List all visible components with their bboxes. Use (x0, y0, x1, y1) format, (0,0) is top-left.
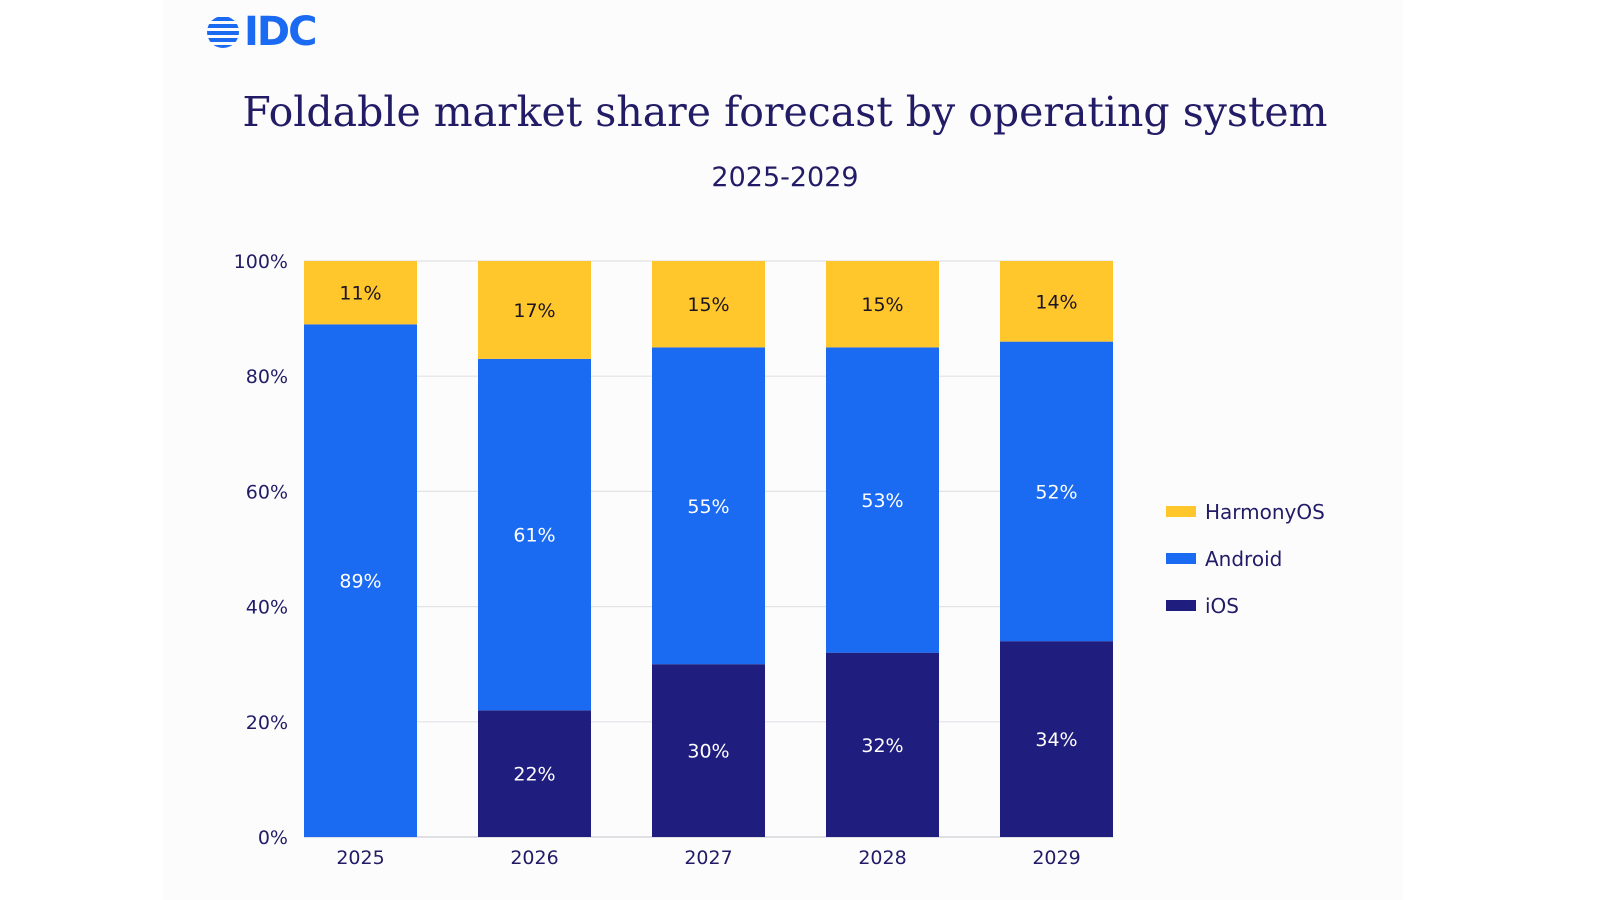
data-label: 55% (687, 496, 729, 518)
bar-segment-harmonyos (826, 261, 939, 348)
data-label: 32% (861, 735, 903, 757)
bar-segment-android (1000, 341, 1113, 642)
data-label: 17% (513, 300, 555, 322)
legend-item-ios: iOS (1166, 594, 1239, 618)
legend-swatch (1166, 553, 1196, 564)
x-tick-label: 2028 (858, 847, 906, 869)
data-label: 61% (513, 525, 555, 547)
legend-label: iOS (1205, 594, 1239, 618)
bar-segment-ios (478, 710, 591, 837)
logo-text: IDC (244, 9, 317, 55)
y-tick-label: 80% (246, 366, 288, 388)
y-tick-label: 0% (258, 827, 288, 849)
data-label: 89% (339, 571, 381, 593)
legend-label: Android (1205, 547, 1282, 571)
idc-logo: IDC (206, 9, 317, 55)
y-tick-label: 20% (246, 712, 288, 734)
bar-segment-harmonyos (304, 261, 417, 325)
data-label: 22% (513, 764, 555, 786)
data-label: 14% (1035, 291, 1077, 313)
bar-segment-ios (652, 664, 765, 837)
y-tick-label: 40% (246, 597, 288, 619)
legend-swatch (1166, 600, 1196, 611)
bar-segment-ios (826, 652, 939, 837)
bar-segment-android (478, 358, 591, 711)
data-label: 34% (1035, 729, 1077, 751)
x-tick-label: 2027 (684, 847, 732, 869)
bar-segment-android (304, 324, 417, 837)
x-tick-label: 2025 (336, 847, 384, 869)
bar-segment-android (652, 347, 765, 665)
legend-swatch (1166, 506, 1196, 517)
globe-stripes-icon (207, 17, 239, 48)
chart-title: Foldable market share forecast by operat… (242, 88, 1328, 136)
data-label: 30% (687, 741, 729, 763)
x-tick-label: 2026 (510, 847, 558, 869)
data-label: 15% (861, 294, 903, 316)
chart-subtitle: 2025-2029 (711, 162, 859, 193)
legend-item-harmonyos: HarmonyOS (1166, 500, 1325, 524)
bar-segment-android (826, 347, 939, 653)
y-tick-label: 60% (246, 481, 288, 503)
bar-segment-harmonyos (652, 261, 765, 348)
bar-segment-harmonyos (1000, 261, 1113, 342)
legend-label: HarmonyOS (1205, 500, 1325, 524)
bar-segment-harmonyos (478, 261, 591, 359)
data-label: 11% (339, 283, 381, 305)
x-tick-label: 2029 (1032, 847, 1080, 869)
data-label: 53% (861, 490, 903, 512)
bar-segment-ios (1000, 641, 1113, 837)
y-tick-label: 100% (234, 251, 288, 273)
legend-item-android: Android (1166, 547, 1282, 571)
data-label: 15% (687, 294, 729, 316)
data-label: 52% (1035, 481, 1077, 503)
